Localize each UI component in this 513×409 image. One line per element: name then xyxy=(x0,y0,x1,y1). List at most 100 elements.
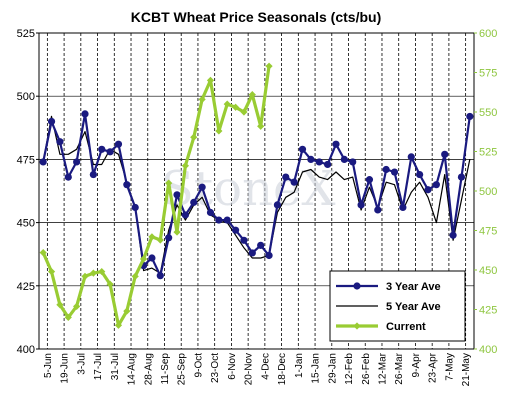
data-point xyxy=(240,236,248,244)
legend-label: 5 Year Ave xyxy=(386,301,441,313)
x-tick-label: 19-Jun xyxy=(60,353,71,384)
data-point xyxy=(441,150,449,158)
x-tick-label: 7-May xyxy=(444,353,455,381)
data-point xyxy=(56,301,64,309)
data-point xyxy=(148,233,156,241)
x-tick-label: 18-Dec xyxy=(277,353,288,385)
data-point xyxy=(139,255,148,263)
x-tick-label: 26-Feb xyxy=(361,353,372,385)
data-point xyxy=(357,201,365,209)
data-point xyxy=(173,228,181,236)
x-tick-label: 4-Dec xyxy=(260,353,271,380)
y-right-tick-label: 575 xyxy=(479,68,497,80)
data-point xyxy=(181,211,189,219)
data-point xyxy=(265,251,273,260)
legend-marker xyxy=(353,282,361,290)
data-point xyxy=(231,103,240,111)
legend-marker xyxy=(353,322,361,330)
y-right-tick-label: 400 xyxy=(479,344,497,356)
data-point xyxy=(165,179,173,187)
data-point xyxy=(340,155,348,163)
x-tick-label: 26-Mar xyxy=(394,352,405,384)
legend: 3 Year Ave 5 Year Ave Current xyxy=(329,270,466,342)
data-point xyxy=(81,272,89,280)
data-point xyxy=(81,110,89,118)
data-point xyxy=(215,216,223,224)
data-point xyxy=(190,133,198,141)
x-tick-label: 12-Mar xyxy=(377,352,388,384)
data-point xyxy=(181,162,189,170)
data-point xyxy=(265,62,273,70)
data-point xyxy=(73,302,81,310)
data-point xyxy=(223,100,231,108)
data-point xyxy=(173,191,181,199)
data-point xyxy=(457,173,466,181)
data-point xyxy=(98,267,106,276)
data-point xyxy=(231,226,240,234)
data-point xyxy=(399,203,407,212)
data-point xyxy=(98,145,106,153)
data-point xyxy=(365,176,374,184)
data-point xyxy=(248,91,256,99)
data-point xyxy=(39,158,47,166)
x-tick-label: 31-Jul xyxy=(110,353,121,380)
data-point xyxy=(131,203,139,212)
data-point xyxy=(382,165,390,174)
y-left-tick-label: 500 xyxy=(17,91,35,103)
data-point xyxy=(324,160,332,169)
data-point xyxy=(290,178,298,186)
data-point xyxy=(123,181,131,189)
data-point xyxy=(198,183,206,191)
data-point xyxy=(47,267,56,276)
x-tick-label: 9-Apr xyxy=(411,352,422,377)
data-point xyxy=(131,272,139,280)
data-point xyxy=(190,198,198,206)
x-tick-label: 14-Aug xyxy=(127,353,138,385)
y-right-tick-label: 475 xyxy=(479,226,497,238)
data-point xyxy=(64,173,72,181)
y-left-tick-label: 475 xyxy=(17,154,35,166)
y-left-tick-label: 525 xyxy=(17,28,35,40)
x-tick-label: 5-Jun xyxy=(43,353,54,378)
data-point xyxy=(165,234,173,242)
y-right-tick-label: 425 xyxy=(479,305,497,317)
data-point xyxy=(407,153,415,161)
legend-item: 5 Year Ave xyxy=(336,301,441,313)
data-point xyxy=(39,249,47,257)
chart-title: KCBT Wheat Price Seasonals (cts/bu) xyxy=(131,9,382,25)
y-left-tick-label: 425 xyxy=(17,281,35,293)
data-point xyxy=(206,76,215,84)
series-3-year-ave xyxy=(39,110,474,280)
data-point xyxy=(390,168,399,176)
x-tick-label: 9-Oct xyxy=(193,353,204,378)
series-5-year-ave xyxy=(42,115,471,274)
data-point xyxy=(282,173,290,181)
x-tick-label: 12-Feb xyxy=(344,353,355,385)
legend-item: Current xyxy=(336,321,426,333)
data-point xyxy=(89,269,97,277)
data-point xyxy=(223,216,231,224)
x-tick-label: 21-May xyxy=(461,353,472,386)
data-point xyxy=(114,140,123,148)
legend-label: Current xyxy=(386,321,426,333)
y-right-tick-label: 450 xyxy=(479,265,497,277)
data-point xyxy=(466,112,474,121)
data-point xyxy=(424,186,432,194)
legend-item: 3 Year Ave xyxy=(336,281,441,293)
y-right-tick-label: 500 xyxy=(479,186,497,198)
y-right-tick-label: 550 xyxy=(479,107,497,119)
x-tick-label: 25-Sep xyxy=(177,353,188,386)
x-tick-label: 15-Jan xyxy=(311,353,322,384)
data-point xyxy=(198,95,206,103)
series-line xyxy=(41,65,271,327)
data-point xyxy=(449,231,457,239)
x-tick-label: 23-Apr xyxy=(428,352,439,383)
data-point xyxy=(56,138,64,146)
data-point xyxy=(106,148,114,156)
data-point xyxy=(206,208,215,217)
y-left-tick-label: 400 xyxy=(17,344,35,356)
x-tick-label: 23-Oct xyxy=(210,353,221,383)
data-point xyxy=(64,313,72,321)
